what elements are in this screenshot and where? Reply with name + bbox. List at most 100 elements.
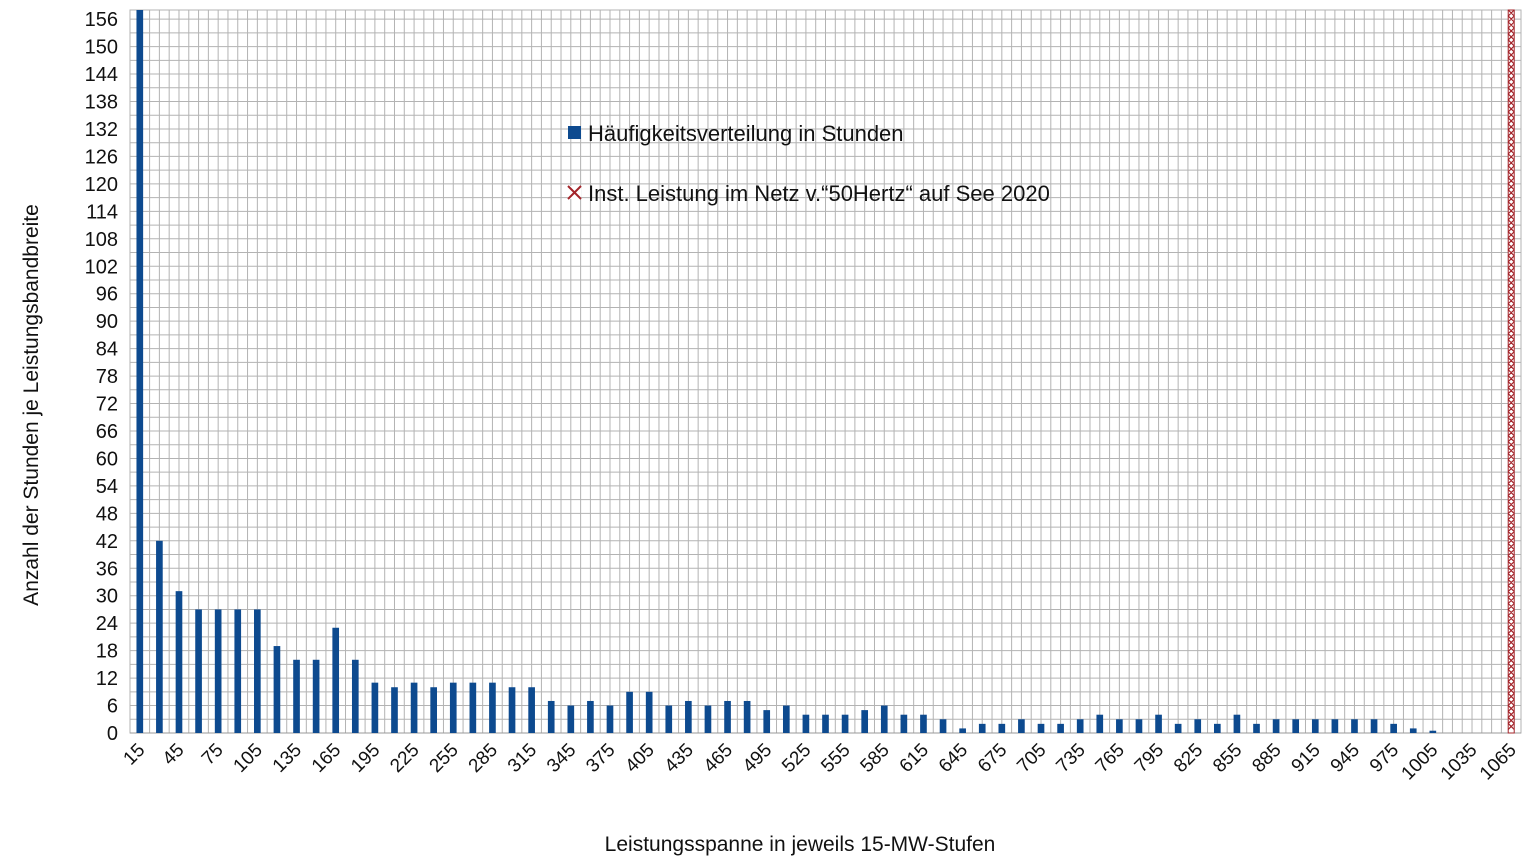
x-tick-label: 15 [120,740,150,770]
x-tick-label: 375 [582,740,619,777]
bar-180 [351,659,359,733]
bar-840 [1214,723,1221,733]
bar-300 [508,687,516,733]
x-axis-ticks: 15 45 75 105 135 165 195 225 255 285 315 345 375 405 4… [120,740,1521,785]
x-tick-label: 315 [504,740,541,777]
y-axis-ticks: 0 6 12 18 24 30 36 42 48 54 60 66 72 78 84 90 96 102 108 11… [85,9,118,745]
y-tick-label: 108 [85,229,118,251]
x-tick-label: 195 [347,740,384,777]
bar-105 [254,609,261,733]
bar-390 [626,691,633,733]
bar-990 [1409,728,1417,733]
bar-855 [1233,714,1241,733]
y-tick-label: 126 [85,146,118,168]
bar-525 [802,714,810,733]
x-tick-label: 45 [159,740,189,770]
bar-15 [136,10,144,733]
y-tick-label: 138 [85,92,118,114]
y-tick-label: 66 [96,421,118,443]
bar-570 [861,710,869,733]
bar-405 [645,691,653,733]
x-tick-label: 735 [1052,740,1089,777]
x-tick-label: 825 [1170,740,1207,777]
bar-90 [234,609,242,733]
bar-870 [1253,723,1260,733]
x-tick-label: 75 [198,740,228,770]
y-tick-label: 72 [96,394,118,416]
y-tick-label: 156 [85,9,118,31]
y-tick-label: 102 [85,256,118,278]
bar-735 [1076,719,1084,733]
y-tick-label: 54 [96,476,118,498]
bar-705 [1037,723,1045,733]
bar-series [136,9,1515,734]
x-tick-label: 495 [739,740,776,777]
y-tick-label: 90 [96,311,118,333]
y-tick-label: 144 [85,64,118,86]
x-tick-label: 645 [935,740,972,777]
legend-swatch-frequency [568,126,581,139]
bar-255 [449,682,457,733]
bar-915 [1311,719,1319,733]
bar-825 [1194,719,1202,733]
legend-label-installed-capacity: Inst. Leistung im Netz v.“50Hertz“ auf S… [588,181,1050,206]
x-tick-label: 765 [1092,740,1129,777]
x-tick-label: 615 [896,740,933,777]
bar-660 [978,723,986,733]
bar-285 [489,682,496,733]
x-tick-label: 585 [857,740,894,777]
bar-45 [175,591,183,733]
bar-930 [1331,719,1339,733]
bar-75 [214,609,222,733]
y-tick-label: 84 [96,339,118,361]
y-tick-label: 48 [96,503,118,525]
bar-600 [900,714,908,733]
bar-630 [939,719,947,733]
y-tick-label: 0 [107,723,118,745]
x-tick-label: 705 [1013,740,1050,777]
bar-675 [998,723,1006,733]
bar-585 [880,705,888,733]
bar-135 [293,659,300,733]
x-tick-label: 225 [386,740,423,777]
chart-legend: Häufigkeitsverteilung in Stunden Inst. L… [567,121,1050,206]
bar-225 [410,682,418,733]
y-tick-label: 120 [85,174,118,196]
bar-120 [273,646,281,733]
bar-945 [1351,719,1358,733]
x-tick-label: 885 [1248,740,1285,777]
bar-555 [841,714,849,733]
legend-swatch-installed-capacity [567,185,582,200]
bar-645 [959,728,966,733]
bar-975 [1390,723,1397,733]
bar-780 [1135,719,1143,733]
bar-435 [685,700,692,733]
y-tick-label: 24 [96,613,118,635]
bar-150 [312,659,320,733]
bar-330 [547,700,555,733]
bar-960 [1370,719,1378,733]
x-tick-label: 345 [543,740,580,777]
bar-1005 [1429,730,1437,733]
y-tick-label: 60 [96,448,118,470]
bar-450 [704,705,712,733]
x-tick-label: 255 [426,740,463,777]
y-tick-label: 78 [96,366,118,388]
bar-810 [1174,723,1182,733]
x-tick-label: 1035 [1437,740,1482,785]
x-tick-label: 165 [308,740,345,777]
y-axis-label: Anzahl der Stunden je Leistungsbandbreit… [20,204,43,606]
y-tick-label: 6 [107,696,118,718]
x-tick-label: 405 [621,740,658,777]
x-tick-label: 105 [230,740,267,777]
bar-210 [391,687,398,733]
y-tick-label: 12 [96,668,118,690]
legend-label-frequency: Häufigkeitsverteilung in Stunden [588,121,904,146]
y-tick-label: 30 [96,586,118,608]
bar-360 [587,700,594,733]
bar-60 [195,609,202,733]
x-axis-label: Leistungsspanne in jeweils 15-MW-Stufen [605,833,996,856]
bar-345 [567,705,575,733]
x-tick-label: 435 [661,740,698,777]
